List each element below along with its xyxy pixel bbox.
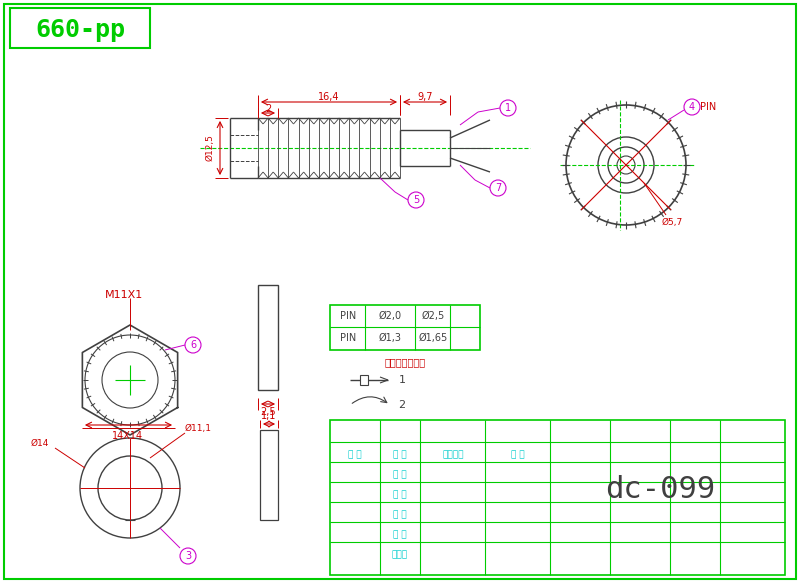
Text: PIN: PIN (340, 333, 356, 343)
Text: 2: 2 (398, 400, 406, 410)
Text: 4: 4 (689, 102, 695, 112)
Bar (360, 375, 368, 385)
Text: 1,1: 1,1 (262, 411, 277, 421)
Text: 2,5: 2,5 (260, 407, 276, 417)
Text: Ø1,65: Ø1,65 (418, 333, 448, 343)
Text: 9,7: 9,7 (418, 92, 433, 102)
Bar (258, 285, 278, 390)
Text: 审 核: 审 核 (393, 511, 407, 519)
Text: Ø2,0: Ø2,0 (378, 311, 402, 321)
Text: 7: 7 (495, 183, 501, 193)
Text: Ø14: Ø14 (31, 438, 49, 448)
Text: 16,4: 16,4 (318, 92, 340, 102)
Bar (10, 8, 150, 48)
Bar (330, 420, 785, 575)
Text: 设 计: 设 计 (393, 490, 407, 500)
Text: 5: 5 (413, 195, 419, 205)
Text: 签 名: 签 名 (511, 451, 525, 459)
Text: dc-099: dc-099 (605, 476, 715, 504)
Text: 绘 图: 绘 图 (393, 470, 407, 479)
Text: Ø12,5: Ø12,5 (206, 135, 214, 161)
Text: 6: 6 (190, 340, 196, 350)
Text: 1: 1 (505, 103, 511, 113)
Text: PIN: PIN (340, 311, 356, 321)
Text: PIN: PIN (700, 102, 716, 112)
Bar (260, 430, 278, 520)
Text: 3: 3 (185, 551, 191, 561)
Text: 数 量: 数 量 (393, 451, 407, 459)
Text: 2: 2 (265, 104, 271, 114)
Text: 660-pp: 660-pp (35, 18, 125, 42)
Text: 工 艺: 工 艺 (393, 531, 407, 539)
Text: 标 记: 标 记 (348, 451, 362, 459)
Text: Ø2,5: Ø2,5 (422, 311, 445, 321)
Text: 更改单号: 更改单号 (442, 451, 464, 459)
Text: 标准化: 标准化 (392, 550, 408, 560)
Text: 1: 1 (398, 375, 406, 385)
Text: Ø11,1: Ø11,1 (185, 423, 211, 433)
Bar (330, 305, 480, 350)
Text: 电路结构示意图: 电路结构示意图 (385, 357, 426, 367)
Text: M11X1: M11X1 (105, 290, 143, 300)
Text: Ø1,3: Ø1,3 (378, 333, 402, 343)
Text: 14X14: 14X14 (113, 431, 143, 441)
Text: Ø5,7: Ø5,7 (662, 217, 682, 227)
